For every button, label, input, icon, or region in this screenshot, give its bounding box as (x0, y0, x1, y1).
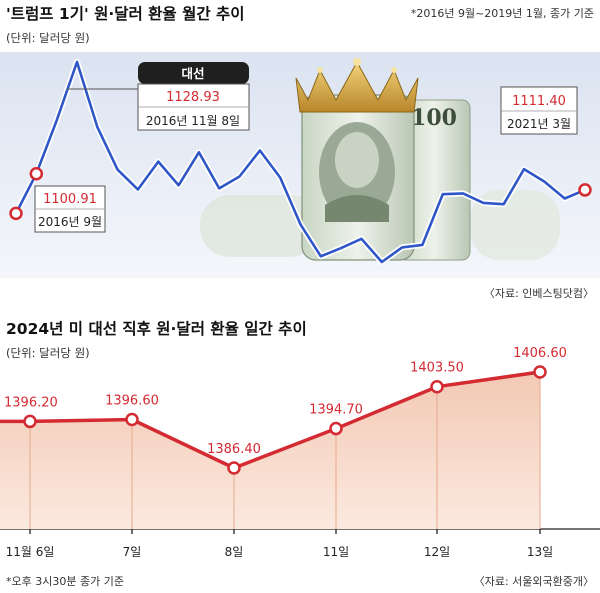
bottom-marker (125, 412, 139, 427)
label-start-value: 1100.91 (43, 192, 97, 207)
label-start: 1100.91 2016년 9월 (34, 185, 106, 233)
bottom-chart-title: 2024년 미 대선 직후 원·달러 환율 일간 추이 (6, 319, 307, 338)
top-series-line (14, 60, 586, 264)
bottom-value-label: 1406.60 (513, 346, 567, 361)
bottom-value-label: 1394.70 (309, 403, 363, 418)
top-marker (578, 183, 592, 197)
bottom-x-tick-label: 11월 6일 (6, 545, 55, 559)
bottom-value-label: 1396.60 (105, 394, 159, 409)
bottom-marker (430, 379, 444, 394)
label-start-date: 2016년 9월 (38, 215, 102, 229)
bottom-x-tick-label: 11일 (323, 545, 349, 559)
bottom-marker (227, 461, 241, 475)
bottom-value-label: 1386.40 (207, 442, 261, 457)
bottom-value-label: 1403.50 (410, 361, 464, 376)
top-chart-note: *2016년 9월~2019년 1월, 종가 기준 (411, 7, 594, 20)
bottom-value-label: 1396.20 (4, 395, 58, 410)
label-election-value: 1128.93 (166, 90, 220, 105)
bottom-marker (329, 421, 343, 436)
top-series-layer (9, 59, 592, 265)
bottom-x-tick-label: 13일 (527, 545, 553, 559)
top-chart-source: 〈자료: 인베스팅닷컴〉 (484, 287, 594, 300)
bottom-chart-source: 〈자료: 서울외국환중개〉 (474, 575, 594, 588)
label-election-tag: 대선 (181, 66, 204, 81)
bottom-chart-footnote: *오후 3시30분 종가 기준 (6, 575, 124, 588)
top-marker (29, 167, 44, 181)
label-election: 대선 1128.93 2016년 11월 8일 (137, 62, 250, 131)
dollar-bill-roll-illustration: 100 (200, 58, 560, 261)
bottom-area-fill (0, 372, 540, 529)
label-end-date: 2021년 3월 (507, 117, 571, 131)
label-election-date: 2016년 11월 8일 (146, 114, 240, 128)
bottom-series-layer: 11월 6일 7일 8일 11일 12일 13일 1396.20 1396.60 1386.40… (0, 346, 567, 559)
top-marker (9, 206, 23, 221)
top-chart-unit: (단위: 달러당 원) (6, 31, 90, 45)
bottom-marker (23, 414, 37, 429)
bottom-x-tick-label: 12일 (424, 545, 450, 559)
bill-denomination: 100 (411, 105, 457, 131)
label-end-value: 1111.40 (512, 94, 566, 109)
crown-icon (295, 60, 419, 113)
label-end: 1111.40 2021년 3월 (500, 86, 578, 135)
bottom-chart-unit: (단위: 달러당 원) (6, 346, 90, 360)
top-chart-title: '트럼프 1기' 원·달러 환율 월간 추이 (6, 4, 245, 23)
bottom-x-tick-label: 8일 (225, 545, 244, 559)
bottom-marker (533, 365, 547, 379)
bottom-x-tick-label: 7일 (123, 545, 142, 559)
